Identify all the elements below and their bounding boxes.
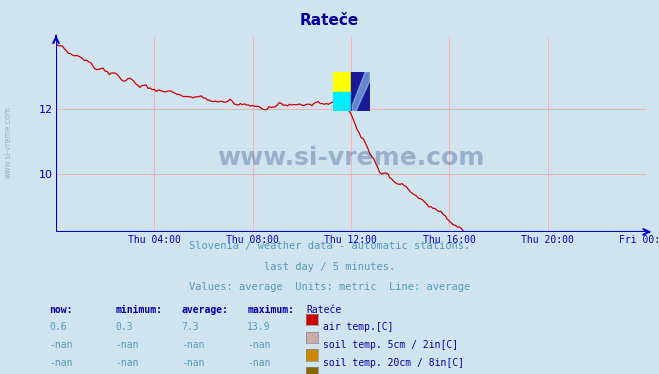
- Text: 13.9: 13.9: [247, 322, 271, 332]
- Text: -nan: -nan: [49, 358, 73, 368]
- Text: -nan: -nan: [115, 340, 139, 350]
- Text: Rateče: Rateče: [306, 305, 341, 315]
- Polygon shape: [351, 73, 370, 111]
- Text: soil temp. 20cm / 8in[C]: soil temp. 20cm / 8in[C]: [323, 358, 464, 368]
- Text: average:: average:: [181, 305, 228, 315]
- Text: air temp.[C]: air temp.[C]: [323, 322, 393, 332]
- Text: maximum:: maximum:: [247, 305, 294, 315]
- Text: www.si-vreme.com: www.si-vreme.com: [217, 146, 484, 170]
- Bar: [333, 92, 351, 111]
- Text: -nan: -nan: [49, 340, 73, 350]
- Text: now:: now:: [49, 305, 73, 315]
- Text: minimum:: minimum:: [115, 305, 162, 315]
- Text: 0.3: 0.3: [115, 322, 133, 332]
- Text: -nan: -nan: [247, 340, 271, 350]
- Text: 0.6: 0.6: [49, 322, 67, 332]
- Text: last day / 5 minutes.: last day / 5 minutes.: [264, 262, 395, 272]
- Bar: [333, 73, 351, 92]
- Text: -nan: -nan: [247, 358, 271, 368]
- Text: Slovenia / weather data - automatic stations.: Slovenia / weather data - automatic stat…: [189, 241, 470, 251]
- Text: -nan: -nan: [181, 358, 205, 368]
- Text: soil temp. 5cm / 2in[C]: soil temp. 5cm / 2in[C]: [323, 340, 458, 350]
- Text: 7.3: 7.3: [181, 322, 199, 332]
- Polygon shape: [353, 73, 370, 111]
- Text: Values: average  Units: metric  Line: average: Values: average Units: metric Line: aver…: [189, 282, 470, 292]
- Text: www.si-vreme.com: www.si-vreme.com: [3, 106, 13, 178]
- Text: -nan: -nan: [181, 340, 205, 350]
- Text: -nan: -nan: [115, 358, 139, 368]
- Text: Rateče: Rateče: [300, 13, 359, 28]
